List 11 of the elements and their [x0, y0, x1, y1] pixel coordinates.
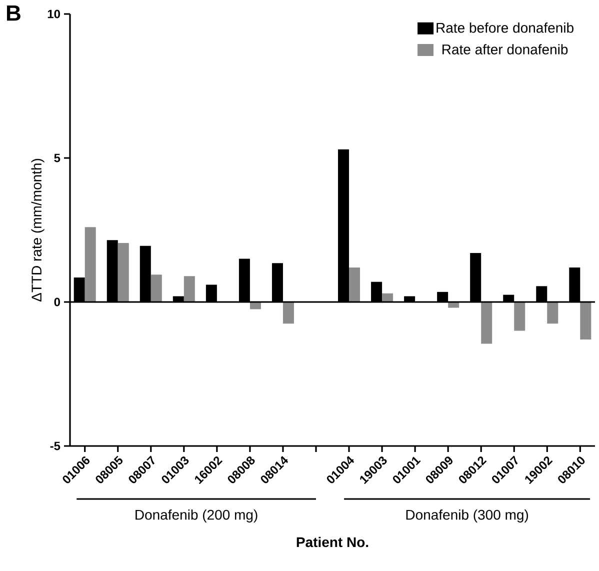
text: Donafenib (200 mg)	[136, 509, 258, 523]
y-tick-label: -5	[50, 442, 60, 450]
y-tick-label: 0	[54, 298, 60, 306]
text: B	[6, 6, 20, 21]
y-axis-title: ΔTTD rate (mm/month)	[31, 158, 44, 302]
y-tick-label: 10	[48, 10, 60, 18]
legend-label: Rate after donafenib	[442, 44, 568, 54]
text: Donafenib (300 mg)	[406, 509, 528, 523]
y-tick-label: 5	[54, 154, 60, 162]
x-axis-title: Patient No.	[296, 536, 368, 548]
legend-label: Rate before donafenib	[436, 22, 574, 33]
